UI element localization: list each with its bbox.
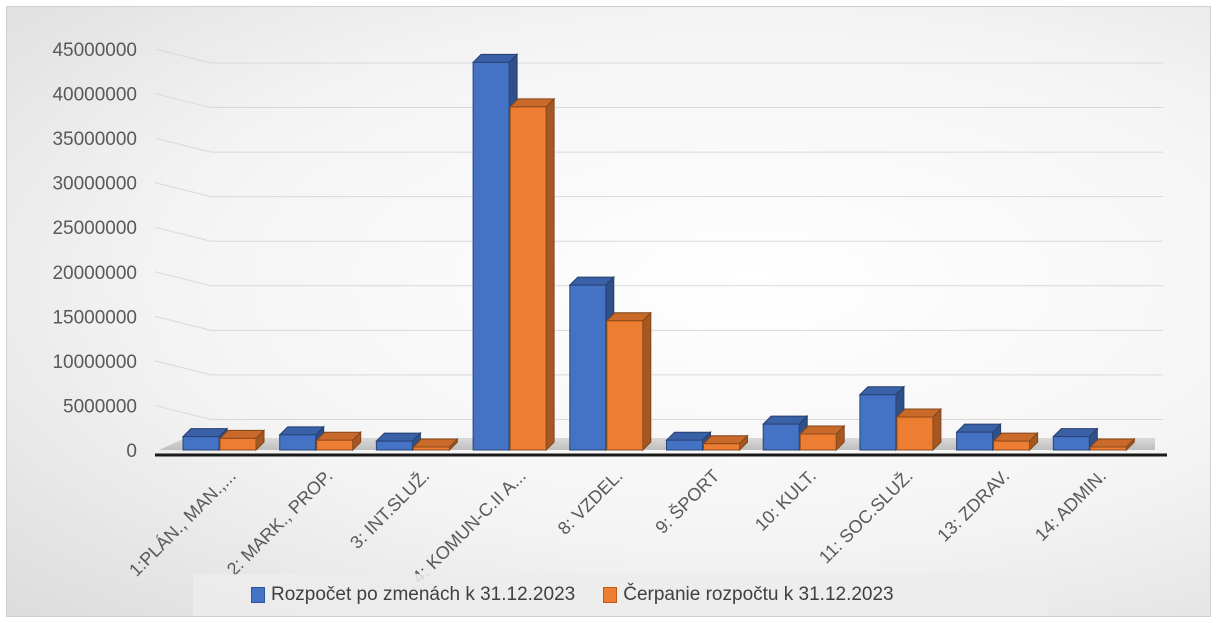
bar-chart-3d: 0 5000000 10000000 15000000 20000000 25000000… xyxy=(52,40,1167,587)
legend: Rozpočet po zmenách k 31.12.2023 Čerpani… xyxy=(193,574,1047,616)
bar-budget xyxy=(1052,427,1099,452)
x-category-label: 14: ADMIN. xyxy=(1031,466,1110,545)
x-axis-labels: 1:PLÁN., MAN.,...2: MARK., PROP. 3: INT.S… xyxy=(125,465,1110,587)
y-tick-label: 15000000 xyxy=(52,307,137,328)
gridline xyxy=(154,182,1163,198)
gridline xyxy=(154,404,1163,420)
legend-swatch-orange xyxy=(603,587,618,603)
legend-item-budget: Rozpočet po zmenách k 31.12.2023 xyxy=(251,584,575,606)
x-category-label: 10: KULT. xyxy=(751,466,820,535)
bar-spending xyxy=(992,431,1039,452)
y-tick-label: 25000000 xyxy=(52,218,137,239)
x-category-label: 11: SOC.SLUŽ. xyxy=(815,466,917,568)
y-tick-label: 45000000 xyxy=(52,40,137,61)
y-tick-label: 20000000 xyxy=(52,263,137,284)
y-tick-label: 30000000 xyxy=(52,174,137,195)
bar-spending xyxy=(315,430,362,452)
y-tick-label: 35000000 xyxy=(52,129,137,150)
legend-label-budget: Rozpočet po zmenách k 31.12.2023 xyxy=(271,584,576,605)
gridline xyxy=(154,226,1163,242)
gridline xyxy=(154,93,1163,109)
y-tick-label: 0 xyxy=(126,441,137,462)
chart-area: 0 5000000 10000000 15000000 20000000 25000000… xyxy=(6,6,1211,617)
x-category-label: 8: VZDEL. xyxy=(554,466,627,539)
bars xyxy=(181,53,1136,452)
bar-spending xyxy=(218,429,266,452)
legend-swatch-blue xyxy=(251,587,265,603)
x-category-label: 2: MARK., PROP. xyxy=(223,466,337,580)
y-tick-label: 5000000 xyxy=(63,396,137,417)
gridlines xyxy=(154,48,1163,420)
gridline xyxy=(154,48,1163,64)
bar-spending xyxy=(895,407,943,452)
legend-item-spending: Čerpanie rozpočtu k 31.12.2023 xyxy=(603,584,894,606)
x-category-label: 1:PLÁN., MAN.,... xyxy=(125,466,240,581)
gridline xyxy=(154,315,1163,331)
y-tick-label: 10000000 xyxy=(52,352,137,373)
legend-label-spending: Čerpanie rozpočtu k 31.12.2023 xyxy=(623,584,894,605)
y-tick-label: 40000000 xyxy=(52,85,137,106)
gridline xyxy=(154,271,1163,287)
bar-spending xyxy=(1089,437,1136,452)
bar-spending xyxy=(798,424,846,452)
x-category-label: 9: ŠPORT xyxy=(651,465,724,538)
x-category-label: 3: INT.SLUŽ. xyxy=(346,466,433,553)
x-category-label: 13: ZDRAV. xyxy=(933,466,1013,546)
bar-spending xyxy=(508,97,556,452)
y-axis-ticks: 0 5000000 10000000 15000000 20000000 25000000… xyxy=(52,40,137,462)
bar-spending xyxy=(702,434,749,452)
gridline xyxy=(154,137,1163,153)
bar-spending xyxy=(605,311,653,452)
bar-spending xyxy=(412,437,459,452)
gridline xyxy=(154,360,1163,376)
